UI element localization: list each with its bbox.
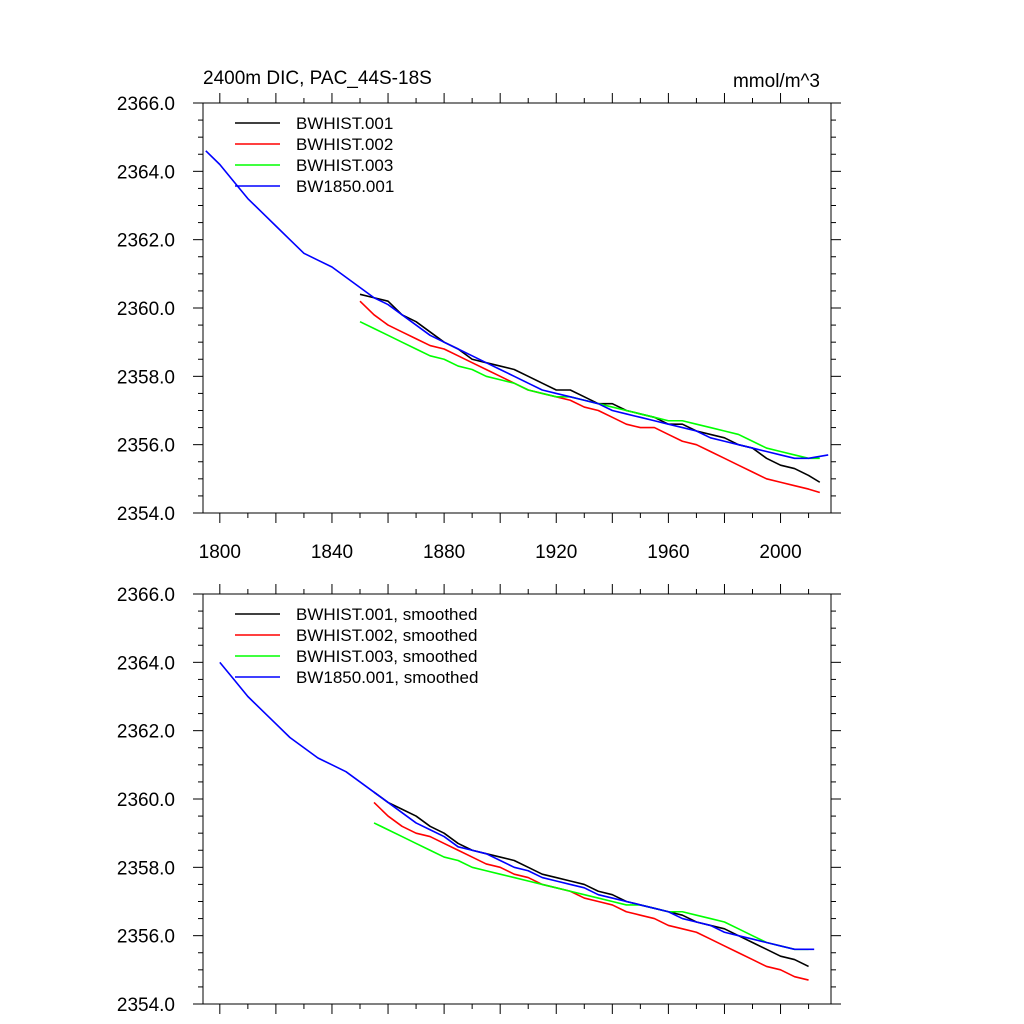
legend-label: BWHIST.002	[296, 135, 393, 154]
legend-label: BW1850.001, smoothed	[296, 668, 478, 687]
y-tick-label: 2360.0	[117, 299, 175, 320]
x-tick-label: 1920	[535, 542, 577, 563]
y-tick-label: 2364.0	[117, 653, 175, 674]
y-tick-label: 2356.0	[117, 927, 175, 948]
series-line-0	[359, 293, 821, 483]
series-line-3	[205, 150, 829, 460]
y-tick-label: 2366.0	[117, 94, 175, 115]
legend-label: BWHIST.003	[296, 156, 393, 175]
series-line-0	[373, 791, 809, 968]
y-tick-label: 2358.0	[117, 858, 175, 879]
legend-label: BWHIST.001, smoothed	[296, 605, 477, 624]
x-tick-label: 1960	[647, 542, 689, 563]
y-tick-label: 2358.0	[117, 367, 175, 388]
y-tick-label: 2362.0	[117, 231, 175, 252]
x-tick-label: 2000	[759, 542, 801, 563]
series-line-1	[359, 300, 821, 494]
units-label: mmol/m^3	[733, 71, 820, 92]
x-tick-label: 1840	[311, 542, 353, 563]
series-line-2	[373, 822, 809, 951]
legend-label: BW1850.001	[296, 177, 394, 196]
y-tick-label: 2360.0	[117, 790, 175, 811]
legend-label: BWHIST.003, smoothed	[296, 647, 477, 666]
top-panel: 2400m DIC, PAC_44S-18S mmol/m^3 2354.0 23…	[117, 68, 841, 563]
legend-label: BWHIST.001	[296, 114, 393, 133]
y-tick-label: 2354.0	[117, 995, 175, 1016]
y-tick-label: 2364.0	[117, 162, 175, 183]
y-tick-label: 2356.0	[117, 436, 175, 457]
x-tick-label: 1880	[423, 542, 465, 563]
series-line-2	[359, 320, 820, 460]
y-tick-label: 2366.0	[117, 585, 175, 606]
y-tick-label: 2354.0	[117, 504, 175, 525]
x-tick-label: 1800	[199, 542, 241, 563]
chart-title: 2400m DIC, PAC_44S-18S	[203, 68, 432, 89]
bottom-panel: 2354.0 2356.0 2358.0 2360.0 2362.0 2364.0 2366…	[117, 584, 841, 1016]
y-tick-label: 2362.0	[117, 722, 175, 743]
legend-label: BWHIST.002, smoothed	[296, 626, 477, 645]
series-line-3	[219, 661, 815, 951]
series-line-1	[373, 801, 809, 981]
